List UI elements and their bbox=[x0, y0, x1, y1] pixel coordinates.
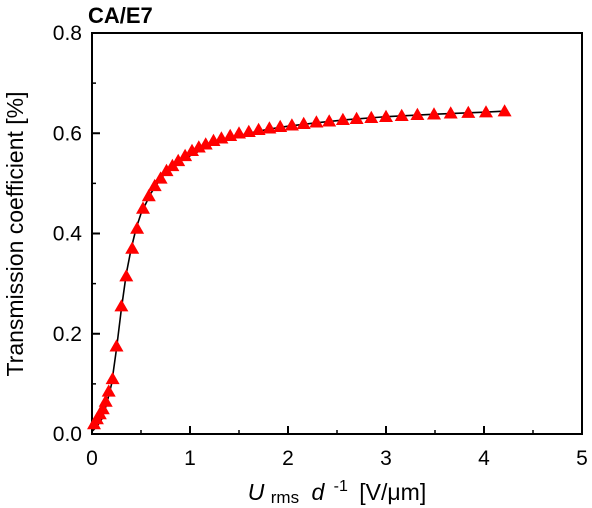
data-point-marker bbox=[322, 114, 337, 127]
data-point-marker bbox=[497, 104, 512, 117]
data-point-marker bbox=[114, 299, 129, 312]
data-point-marker bbox=[119, 269, 134, 282]
data-point-marker bbox=[349, 111, 364, 124]
y-tick-label: 0.2 bbox=[53, 323, 82, 346]
data-point-marker bbox=[427, 107, 441, 120]
data-point-marker bbox=[443, 106, 458, 119]
y-tick-label: 0.6 bbox=[53, 122, 82, 145]
x-tick-label: 3 bbox=[380, 447, 392, 470]
data-point-marker bbox=[98, 394, 113, 407]
data-point-marker bbox=[136, 201, 150, 214]
data-point-marker bbox=[335, 112, 350, 125]
x-tick-label: 5 bbox=[576, 447, 588, 470]
data-point-marker bbox=[232, 126, 246, 139]
data-point-marker bbox=[273, 119, 288, 132]
y-tick-label: 0.4 bbox=[53, 223, 83, 246]
y-tick-label: 0.8 bbox=[53, 22, 82, 45]
data-point-marker bbox=[410, 107, 425, 120]
plot-frame bbox=[91, 32, 583, 435]
x-tick-label: 1 bbox=[184, 447, 196, 470]
data-point-marker bbox=[394, 108, 409, 121]
x-axis-title: U rms d -1 [V/μm] bbox=[248, 470, 426, 508]
data-point-marker bbox=[284, 118, 299, 131]
x-axis-title-u: U bbox=[248, 479, 265, 505]
x-tick-label: 2 bbox=[282, 447, 294, 470]
data-point-marker bbox=[141, 188, 156, 202]
chart-title: CA/E7 bbox=[88, 3, 153, 28]
data-point-marker bbox=[125, 241, 140, 254]
fit-curve bbox=[91, 110, 504, 433]
data-point-marker bbox=[105, 371, 120, 385]
data-point-marker bbox=[171, 153, 186, 167]
data-point-marker bbox=[153, 171, 168, 184]
x-axis: 0 1 2 3 4 5 bbox=[86, 426, 588, 470]
data-point-marker bbox=[178, 148, 193, 162]
x-tick-label: 0 bbox=[86, 447, 98, 470]
data-point-marker bbox=[109, 339, 124, 352]
data-point-marker bbox=[147, 178, 162, 192]
x-axis-title-d: d bbox=[311, 479, 325, 505]
data-point-marker bbox=[296, 116, 311, 129]
data-point-marker bbox=[262, 121, 277, 134]
data-point-marker bbox=[479, 105, 493, 118]
data-point-marker bbox=[379, 109, 393, 122]
data-point-marker bbox=[251, 122, 266, 135]
data-point-marker bbox=[101, 384, 116, 397]
x-axis-title-subscript: rms bbox=[271, 488, 299, 507]
data-point-marker bbox=[364, 110, 379, 123]
y-axis: 0.0 0.2 0.4 0.6 0.8 bbox=[53, 22, 100, 446]
x-axis-title-exponent: -1 bbox=[334, 478, 348, 495]
data-point-marker bbox=[461, 105, 476, 118]
data-point-marker bbox=[185, 143, 199, 156]
y-axis-title: Transmission coefficient [%] bbox=[2, 91, 28, 376]
x-axis-title-unit: [V/μm] bbox=[359, 479, 426, 505]
data-point-marker bbox=[198, 137, 213, 150]
plot-area bbox=[87, 104, 512, 433]
y-tick-label: 0.0 bbox=[53, 423, 82, 446]
data-point-marker bbox=[130, 221, 145, 234]
data-point-marker bbox=[241, 124, 256, 137]
x-tick-label: 4 bbox=[478, 447, 490, 470]
data-point-marker bbox=[95, 401, 110, 415]
data-point-marker bbox=[309, 115, 324, 128]
